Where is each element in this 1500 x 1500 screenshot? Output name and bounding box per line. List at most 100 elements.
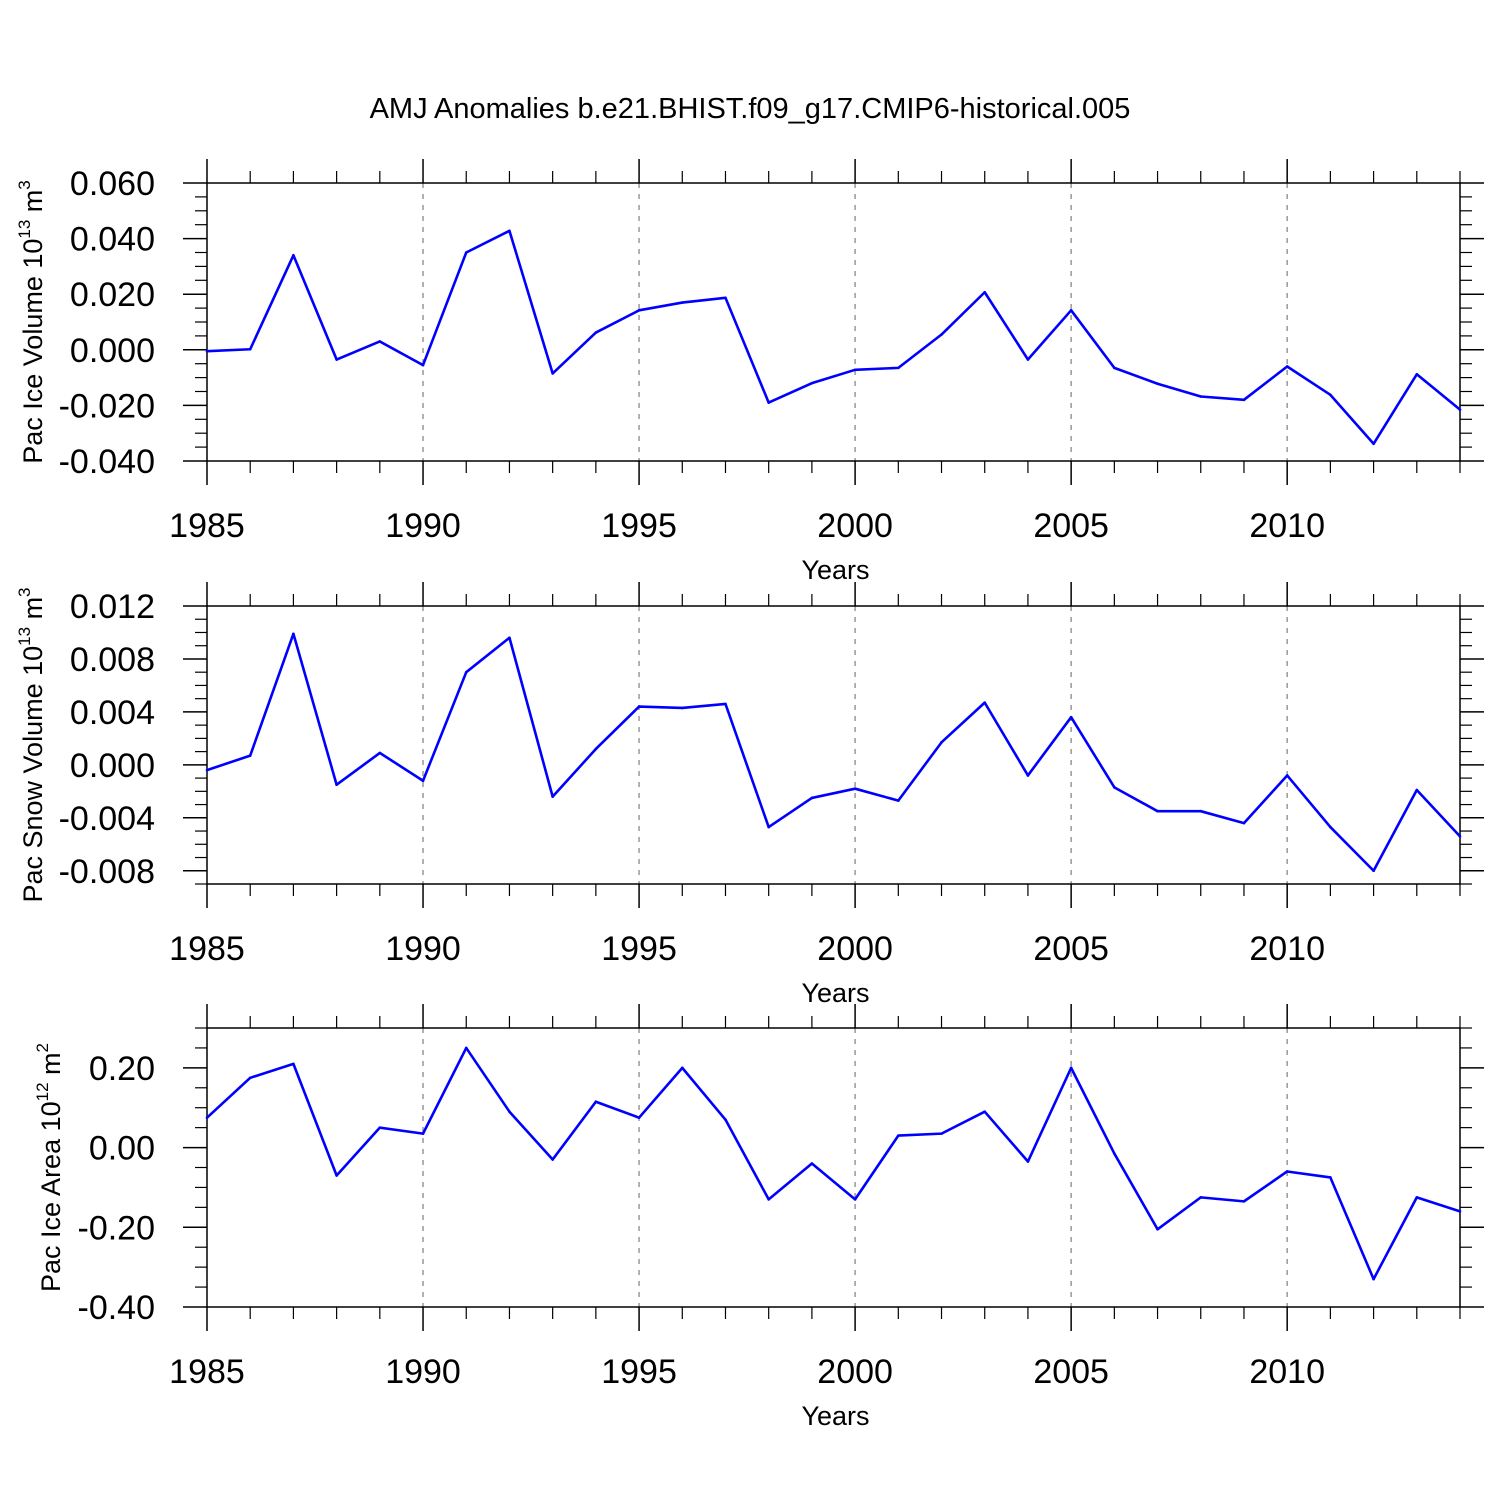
- data-point: [940, 741, 943, 744]
- y-axis-title-unit: m: [18, 597, 48, 627]
- data-point: [810, 1162, 814, 1165]
- data-point: [940, 1132, 943, 1135]
- data-point: [767, 1198, 770, 1201]
- data-point: [983, 1110, 987, 1113]
- data-point: [897, 799, 900, 802]
- x-tick-label: 1990: [385, 507, 461, 545]
- data-point: [724, 1118, 727, 1121]
- panel-snow-volume: 1985 1990 1995 2000 2005 2010 -0.008 -0.004 0.00…: [15, 582, 1484, 1008]
- y-tick-label: -0.040: [59, 443, 155, 481]
- y-axis-title-unit-exponent: 3: [15, 180, 34, 189]
- x-tick-label: 1985: [169, 930, 245, 968]
- x-tick-label: 1985: [169, 1353, 245, 1391]
- data-point: [637, 705, 641, 708]
- y-axis-title: Pac Ice Volume 1013 m3: [15, 180, 48, 464]
- data-point: [680, 301, 684, 304]
- y-tick-label: 0.20: [89, 1050, 155, 1088]
- plot-frame: [206, 1027, 1461, 1308]
- data-point: [1329, 825, 1332, 829]
- data-point: [1415, 372, 1419, 376]
- y-tick-label: 0.000: [70, 332, 155, 370]
- x-tick-label: 1995: [601, 930, 677, 968]
- data-point: [853, 787, 857, 790]
- data-point: [205, 349, 209, 353]
- data-point: [205, 1116, 209, 1119]
- x-tick-label: 1995: [601, 1353, 677, 1391]
- data-point: [810, 381, 814, 385]
- x-tick-label: 1990: [385, 1353, 461, 1391]
- y-tick-label: 0.008: [70, 641, 155, 679]
- data-point: [680, 706, 684, 710]
- data-point: [680, 1066, 684, 1070]
- data-point: [1415, 788, 1419, 792]
- data-point: [335, 1174, 338, 1177]
- data-point: [335, 783, 338, 787]
- plot-frame: [206, 182, 1461, 462]
- y-axis-title: Pac Snow Volume 1013 m3: [15, 587, 48, 902]
- data-series-line: [206, 632, 1461, 873]
- data-point: [594, 1100, 598, 1104]
- data-point: [464, 251, 468, 254]
- data-point: [1113, 1152, 1116, 1155]
- x-tick-label: 1990: [385, 930, 461, 968]
- y-tick-label: 0.00: [89, 1130, 155, 1168]
- data-point: [1372, 1277, 1375, 1281]
- data-point: [1199, 395, 1203, 398]
- data-point: [551, 1158, 554, 1161]
- data-point: [1329, 1176, 1332, 1179]
- data-point: [1329, 393, 1332, 397]
- data-point: [940, 333, 943, 336]
- data-point: [248, 1076, 252, 1080]
- y-axis-title-exponent: 13: [15, 220, 34, 239]
- data-point: [1372, 869, 1375, 873]
- y-tick-label: -0.008: [59, 853, 155, 891]
- data-point: [1199, 809, 1203, 813]
- data-point: [637, 1116, 641, 1119]
- data-point: [1285, 365, 1289, 368]
- data-point: [1285, 1170, 1289, 1173]
- data-point: [897, 1134, 900, 1137]
- y-tick-label: -0.020: [59, 387, 155, 425]
- data-point: [724, 296, 727, 300]
- x-axis-title: Years: [801, 1401, 869, 1431]
- panel-ice-volume: 1985 1990 1995 2000 2005 2010 -0.040 -0.020 0.00…: [15, 159, 1484, 585]
- data-point: [292, 632, 295, 636]
- data-point: [1285, 774, 1289, 777]
- data-point: [335, 358, 338, 361]
- data-point: [508, 229, 511, 233]
- data-point: [767, 401, 770, 404]
- y-tick-label: -0.20: [78, 1209, 156, 1247]
- y-tick-label: -0.004: [59, 800, 155, 838]
- y-tick-label: 0.020: [70, 276, 155, 314]
- x-axis-title: Years: [801, 978, 869, 1008]
- y-tick-label: -0.40: [78, 1289, 156, 1327]
- data-point: [292, 1062, 295, 1066]
- data-point: [1458, 1210, 1462, 1213]
- data-point: [983, 701, 987, 704]
- y-axis-title-text: Pac Snow Volume 10: [18, 646, 48, 903]
- data-point: [594, 747, 598, 751]
- y-axis-title-exponent: 12: [33, 1082, 52, 1101]
- x-tick-label: 2010: [1249, 507, 1325, 545]
- data-point: [767, 825, 770, 829]
- y-tick-label: 0.012: [70, 588, 155, 626]
- data-point: [1458, 835, 1462, 838]
- x-tick-label: 1995: [601, 507, 677, 545]
- x-tick-label: 2005: [1033, 1353, 1109, 1391]
- x-tick-label: 2010: [1249, 1353, 1325, 1391]
- data-point: [421, 1132, 425, 1135]
- data-point: [205, 768, 209, 772]
- y-axis-title: Pac Ice Area 1012 m2: [33, 1043, 66, 1292]
- data-point: [1372, 442, 1375, 446]
- data-point: [1242, 1200, 1246, 1203]
- y-axis-title-text: Pac Ice Volume 10: [18, 239, 48, 464]
- x-axis-title: Years: [801, 555, 869, 585]
- data-point: [378, 1126, 382, 1129]
- data-point: [1026, 1160, 1030, 1163]
- data-point: [724, 702, 727, 706]
- data-point: [983, 290, 987, 294]
- x-tick-label: 2010: [1249, 930, 1325, 968]
- data-series-line: [206, 229, 1461, 446]
- y-tick-label: 0.004: [70, 694, 155, 732]
- data-series-line: [206, 1046, 1461, 1281]
